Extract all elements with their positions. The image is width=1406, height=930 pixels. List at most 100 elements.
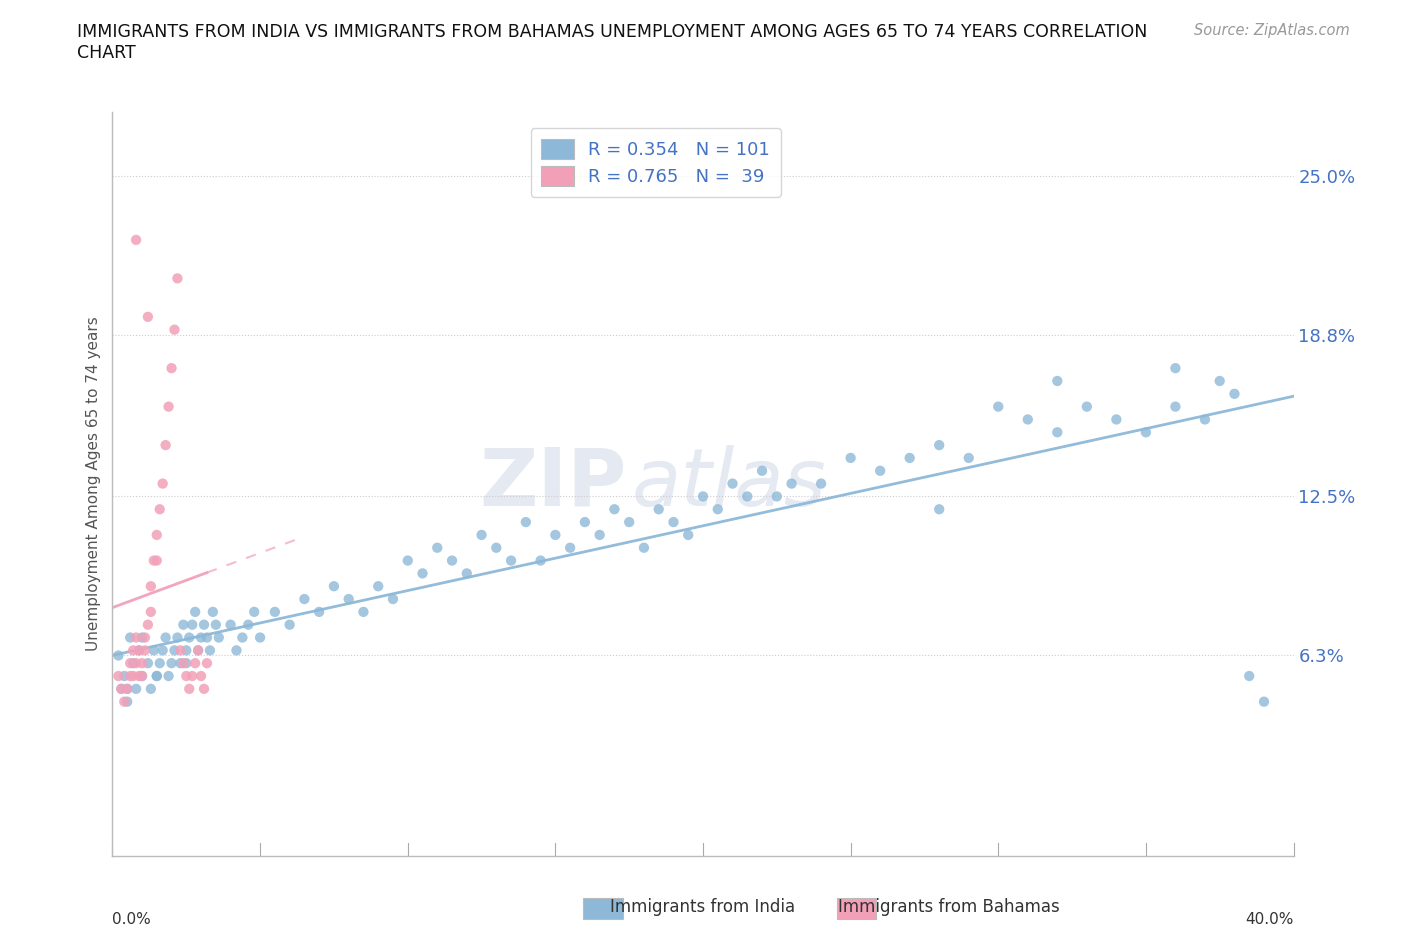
Point xyxy=(205,618,228,632)
Point xyxy=(225,643,247,658)
Point xyxy=(1223,386,1246,401)
Point xyxy=(485,540,508,555)
Point xyxy=(737,489,759,504)
Point xyxy=(987,399,1010,414)
Point xyxy=(146,527,169,542)
Point xyxy=(898,450,921,465)
Point xyxy=(352,604,374,619)
Point xyxy=(633,540,655,555)
Point xyxy=(110,682,132,697)
Point xyxy=(122,669,145,684)
Point xyxy=(131,656,153,671)
Point xyxy=(721,476,744,491)
Point xyxy=(810,476,832,491)
Point xyxy=(139,682,162,697)
Point xyxy=(1253,694,1275,709)
Point xyxy=(179,631,201,645)
Point xyxy=(117,682,138,697)
Point xyxy=(195,631,218,645)
Point xyxy=(501,553,523,568)
Point xyxy=(166,631,188,645)
Point xyxy=(928,438,950,453)
Point xyxy=(957,450,980,465)
Point xyxy=(181,618,204,632)
Point xyxy=(1194,412,1216,427)
Text: Immigrants from India: Immigrants from India xyxy=(610,897,796,916)
Point xyxy=(146,669,169,684)
Text: Immigrants from Bahamas: Immigrants from Bahamas xyxy=(838,897,1060,916)
Point xyxy=(155,438,177,453)
Point xyxy=(515,514,537,529)
Point xyxy=(662,514,685,529)
Point xyxy=(184,656,207,671)
Point xyxy=(146,553,169,568)
Point xyxy=(174,669,197,684)
Point xyxy=(264,604,287,619)
Point xyxy=(544,527,567,542)
Point xyxy=(139,604,162,619)
Point xyxy=(308,604,330,619)
Point xyxy=(337,591,360,606)
Point xyxy=(152,643,174,658)
Point xyxy=(157,669,180,684)
Point xyxy=(128,643,150,658)
Text: IMMIGRANTS FROM INDIA VS IMMIGRANTS FROM BAHAMAS UNEMPLOYMENT AMONG AGES 65 TO 7: IMMIGRANTS FROM INDIA VS IMMIGRANTS FROM… xyxy=(77,23,1147,62)
Point xyxy=(122,656,145,671)
Point xyxy=(766,489,789,504)
Point xyxy=(529,553,551,568)
Point xyxy=(382,591,405,606)
Point xyxy=(1076,399,1098,414)
Point xyxy=(588,527,610,542)
Point xyxy=(172,618,194,632)
Text: 0.0%: 0.0% xyxy=(112,912,152,927)
Point xyxy=(456,566,478,581)
Point xyxy=(128,669,150,684)
Point xyxy=(136,656,159,671)
Point xyxy=(149,656,172,671)
Point xyxy=(869,463,891,478)
Point xyxy=(136,310,159,325)
Point xyxy=(117,694,138,709)
Point xyxy=(1105,412,1128,427)
Text: Source: ZipAtlas.com: Source: ZipAtlas.com xyxy=(1194,23,1350,38)
Text: atlas: atlas xyxy=(633,445,827,523)
Point xyxy=(142,553,165,568)
Point xyxy=(1017,412,1039,427)
Point xyxy=(574,514,596,529)
Point xyxy=(169,656,191,671)
Point xyxy=(1046,374,1069,389)
Point xyxy=(172,656,194,671)
Point xyxy=(238,618,260,632)
Point xyxy=(166,271,188,286)
Point xyxy=(231,631,253,645)
Point xyxy=(706,502,728,517)
Point xyxy=(146,669,169,684)
Point xyxy=(396,553,419,568)
Point xyxy=(1135,425,1157,440)
Point xyxy=(184,604,207,619)
Point xyxy=(208,631,231,645)
Point xyxy=(157,399,180,414)
Point xyxy=(193,682,215,697)
Point xyxy=(219,618,242,632)
Point xyxy=(181,669,204,684)
Point xyxy=(149,502,172,517)
Point xyxy=(174,643,197,658)
Point xyxy=(323,578,346,593)
Point xyxy=(1164,399,1187,414)
Point xyxy=(558,540,582,555)
Point xyxy=(139,578,162,593)
Point xyxy=(131,669,153,684)
Point xyxy=(160,361,183,376)
Point xyxy=(1164,361,1187,376)
Point xyxy=(201,604,224,619)
Point xyxy=(1208,374,1232,389)
Point xyxy=(107,669,129,684)
Point xyxy=(367,578,389,593)
Point xyxy=(163,322,186,337)
Point xyxy=(692,489,714,504)
Point xyxy=(243,604,266,619)
Point xyxy=(134,643,156,658)
Point xyxy=(647,502,671,517)
Point xyxy=(292,591,315,606)
